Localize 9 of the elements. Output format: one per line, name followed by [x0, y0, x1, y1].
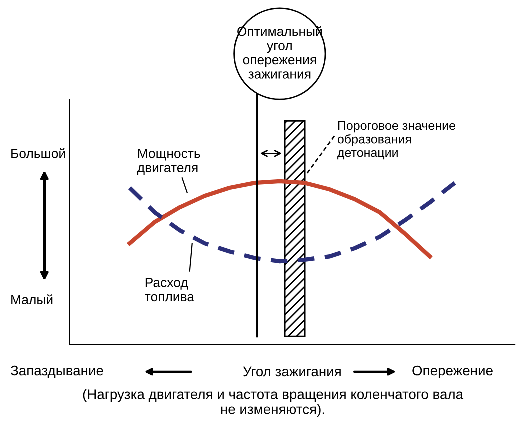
text: Большой	[12, 148, 66, 158]
text: Расход топлива	[145, 278, 195, 302]
text: Пороговое значение образования детонации	[338, 121, 456, 160]
text: (Нагрузка двигателя и частота вращения коленчатого вала не изменяются).	[83, 389, 464, 418]
text: Запаздывание	[10, 366, 104, 378]
x-axis-title: Угол зажигания	[243, 366, 341, 377]
text: Опережение	[412, 366, 493, 378]
text: Малый	[12, 294, 53, 305]
series-label: Мощность двигателя	[137, 149, 200, 175]
